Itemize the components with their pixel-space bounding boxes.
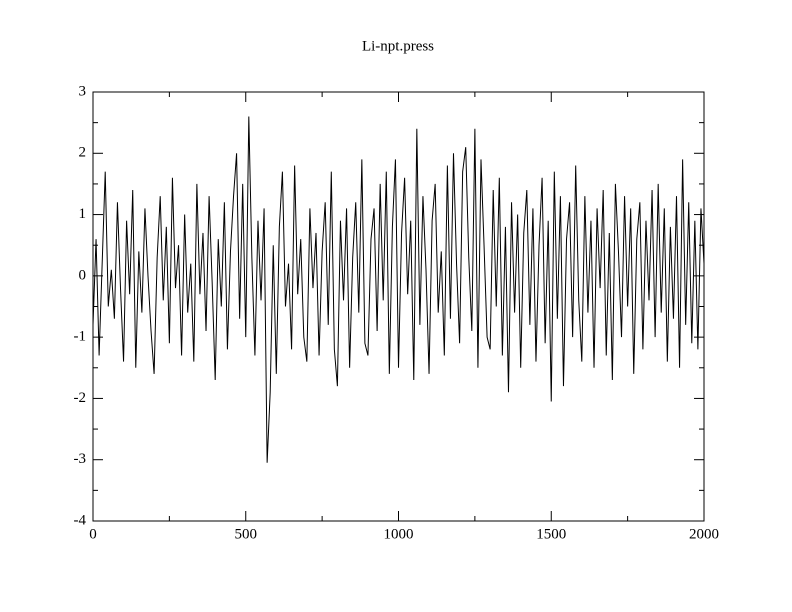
plot-frame	[92, 91, 705, 522]
x-tick-label: 1000	[384, 526, 414, 542]
x-tick-label: 500	[235, 526, 258, 542]
y-tick-label: -4	[74, 512, 87, 528]
x-tick-label: 0	[89, 526, 97, 542]
y-tick-label: 1	[79, 206, 87, 222]
y-tick-label: -1	[74, 329, 87, 345]
chart-title: Li-npt.press	[362, 38, 434, 54]
y-tick-label: 2	[79, 145, 87, 161]
y-tick-label: -2	[74, 390, 87, 406]
data-line	[92, 116, 705, 463]
y-tick-label: -3	[74, 451, 87, 467]
x-tick-label: 1500	[536, 526, 566, 542]
x-tick-label: 2000	[689, 526, 719, 542]
y-tick-label: 3	[79, 83, 87, 99]
y-tick-label: 0	[79, 267, 87, 283]
